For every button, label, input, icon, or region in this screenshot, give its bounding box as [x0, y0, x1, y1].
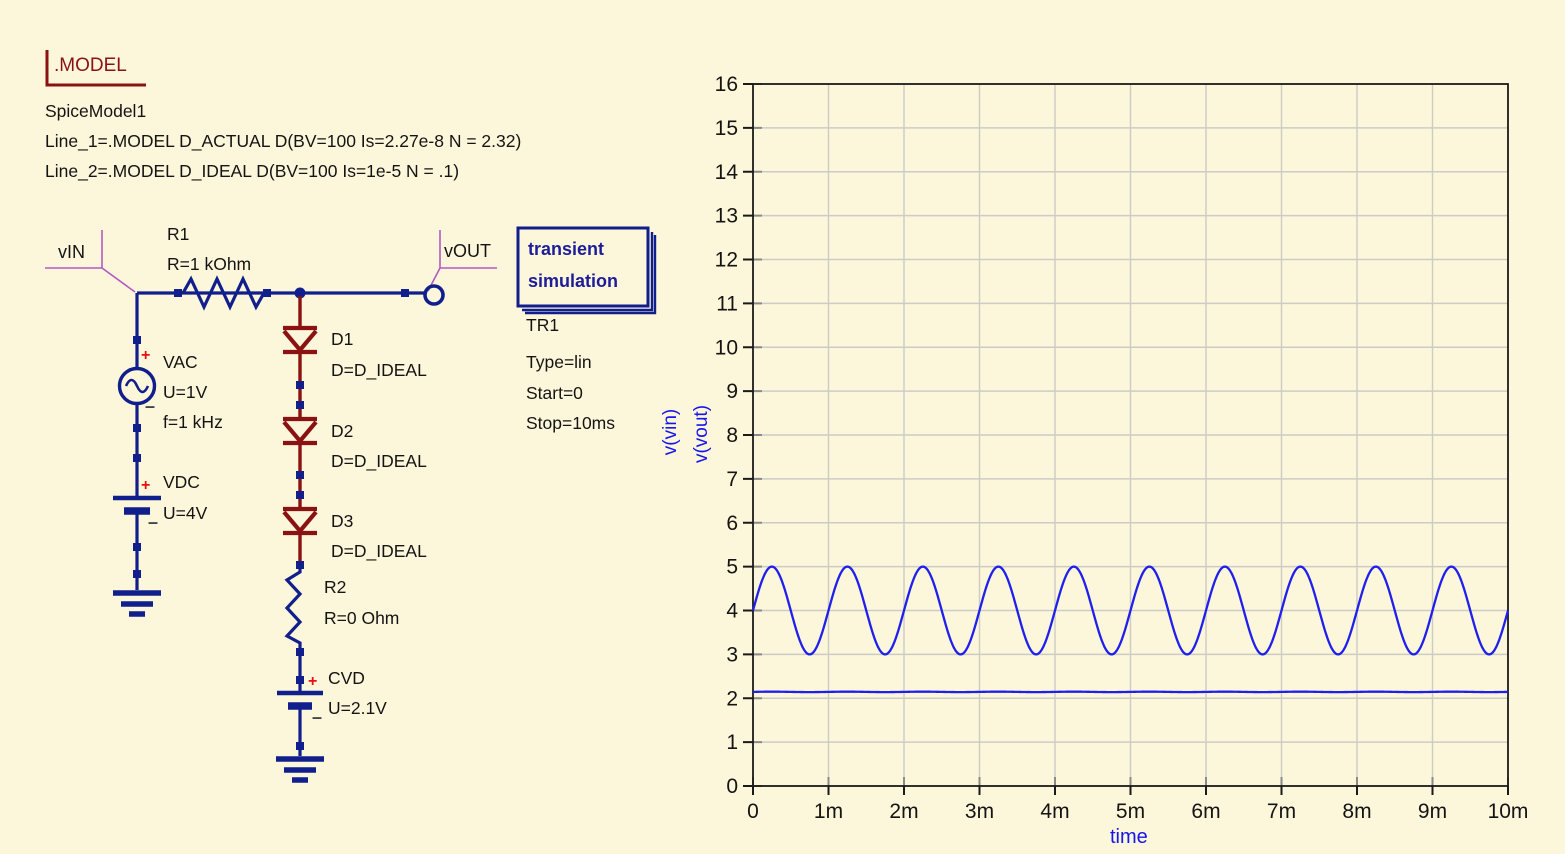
- r2-value[interactable]: R=0 Ohm: [324, 608, 400, 628]
- sim-type[interactable]: Type=lin: [526, 352, 592, 372]
- source-cvd[interactable]: [277, 690, 323, 710]
- terminal-squares: [133, 289, 409, 750]
- x-tick-label: 2m: [889, 800, 918, 823]
- vac-plus: +: [141, 347, 151, 364]
- x-tick-label: 8m: [1342, 800, 1371, 823]
- y-tick-label: 6: [726, 512, 738, 535]
- r1-name[interactable]: R1: [167, 224, 190, 244]
- yaxis-label-vvin: v(vin): [660, 408, 681, 456]
- vac-value2[interactable]: f=1 kHz: [163, 412, 223, 432]
- xaxis-label-time: time: [1110, 826, 1148, 848]
- vdc-value[interactable]: U=4V: [163, 503, 208, 523]
- y-tick-label: 0: [726, 775, 738, 798]
- vdc-name[interactable]: VDC: [163, 472, 200, 492]
- d2-value[interactable]: D=D_IDEAL: [331, 451, 427, 471]
- x-tick-label: 7m: [1267, 800, 1296, 823]
- y-tick-label: 16: [715, 73, 738, 96]
- y-tick-label: 8: [726, 424, 738, 447]
- x-tick-label: 4m: [1040, 800, 1069, 823]
- sim-stop[interactable]: Stop=10ms: [526, 413, 616, 433]
- x-tick-label: 3m: [965, 800, 994, 823]
- y-tick-label: 2: [726, 687, 738, 710]
- y-tick-label: 3: [726, 643, 738, 666]
- transient-sim-box[interactable]: [516, 226, 657, 315]
- y-tick-label: 15: [715, 117, 738, 140]
- vout-terminal[interactable]: [423, 284, 445, 306]
- vin-label-leader[interactable]: [45, 230, 136, 293]
- y-tick-label: 1: [726, 731, 738, 754]
- d3-value[interactable]: D=D_IDEAL: [331, 541, 427, 561]
- x-tick-label: 0: [747, 800, 759, 823]
- model-title[interactable]: .MODEL: [54, 55, 127, 76]
- y-tick-label: 12: [715, 249, 738, 272]
- ground-vdc[interactable]: [113, 590, 161, 617]
- x-tick-label: 10m: [1488, 800, 1529, 823]
- y-tick-label: 9: [726, 380, 738, 403]
- diode-d1[interactable]: [282, 325, 318, 355]
- d1-value[interactable]: D=D_IDEAL: [331, 360, 427, 380]
- cvd-minus: –: [312, 707, 323, 727]
- y-tick-label: 4: [726, 600, 738, 623]
- r1-value[interactable]: R=1 kOhm: [167, 254, 252, 274]
- node-label-vin[interactable]: vIN: [58, 242, 85, 262]
- d1-name[interactable]: D1: [331, 329, 354, 349]
- y-tick-label: 5: [726, 556, 738, 579]
- y-tick-label: 7: [726, 468, 738, 491]
- diode-d2[interactable]: [282, 416, 318, 446]
- sim-name[interactable]: TR1: [526, 315, 560, 335]
- resistor-r1[interactable]: [181, 275, 267, 311]
- cvd-plus: +: [308, 673, 318, 690]
- model-instance-name[interactable]: SpiceModel1: [45, 101, 147, 121]
- simbox-line1[interactable]: transient: [528, 239, 605, 259]
- vac-value[interactable]: U=1V: [163, 382, 208, 402]
- node-dot: [294, 287, 306, 299]
- model-line-1[interactable]: Line_1=.MODEL D_ACTUAL D(BV=100 Is=2.27e…: [45, 131, 522, 151]
- source-vac[interactable]: [117, 366, 157, 406]
- sim-start[interactable]: Start=0: [526, 383, 583, 403]
- yaxis-label-vvout: v(vout): [691, 404, 712, 464]
- x-tick-label: 5m: [1116, 800, 1145, 823]
- source-vdc[interactable]: [113, 495, 161, 515]
- cvd-value[interactable]: U=2.1V: [328, 698, 387, 718]
- vdc-minus: –: [148, 512, 159, 532]
- ground-cvd[interactable]: [276, 756, 324, 783]
- r2-name[interactable]: R2: [324, 577, 347, 597]
- sine-icon: [124, 378, 150, 394]
- y-tick-label: 13: [715, 205, 738, 228]
- vdc-plus: +: [141, 477, 151, 494]
- node-label-vout[interactable]: vOUT: [444, 241, 491, 261]
- y-tick-label: 11: [716, 292, 738, 315]
- d3-name[interactable]: D3: [331, 511, 354, 531]
- x-tick-label: 9m: [1418, 800, 1447, 823]
- diode-d3[interactable]: [282, 506, 318, 536]
- d2-name[interactable]: D2: [331, 421, 354, 441]
- model-bracket: [45, 50, 146, 87]
- x-tick-label: 1m: [814, 800, 843, 823]
- x-tick-label: 6m: [1191, 800, 1220, 823]
- vac-minus: –: [145, 396, 156, 416]
- vac-name[interactable]: VAC: [163, 352, 198, 372]
- curve-vvin[interactable]: [751, 565, 1510, 656]
- y-tick-label: 10: [715, 336, 738, 359]
- simbox-line2[interactable]: simulation: [528, 271, 619, 291]
- cvd-name[interactable]: CVD: [328, 668, 365, 688]
- y-tick-label: 14: [715, 161, 739, 184]
- model-line-2[interactable]: Line_2=.MODEL D_IDEAL D(BV=100 Is=1e-5 N…: [45, 161, 460, 181]
- resistor-r2[interactable]: [284, 565, 303, 650]
